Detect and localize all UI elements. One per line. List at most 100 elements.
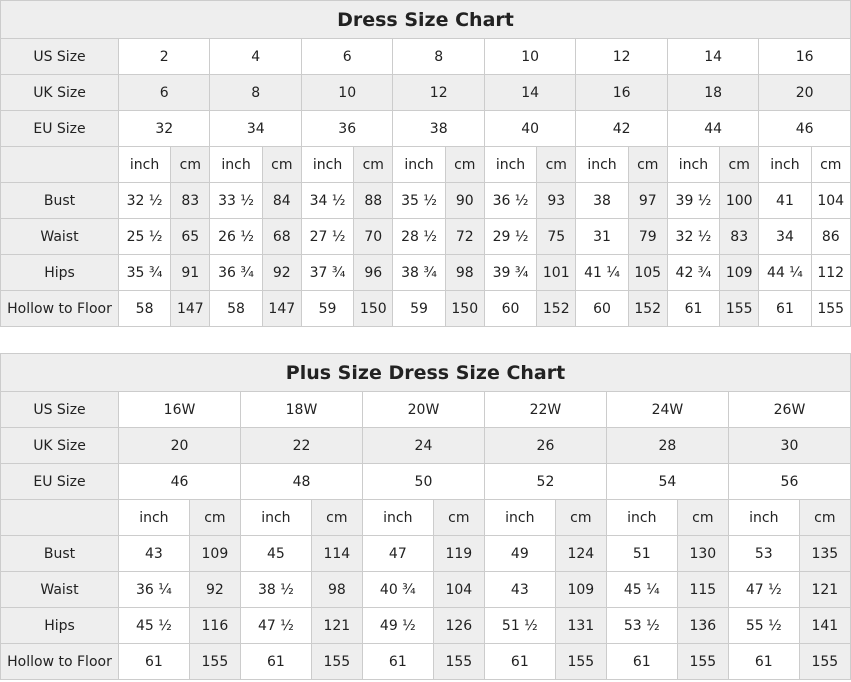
cm-value: 72 xyxy=(444,218,485,255)
inch-value: 38 ¾ xyxy=(392,254,446,291)
us-size-cell: 16W xyxy=(118,391,241,428)
uk-size-cell: 6 xyxy=(117,74,211,111)
cm-value: 121 xyxy=(310,607,363,644)
unit-cm: cm xyxy=(536,146,577,183)
eu-size-cell: 52 xyxy=(483,463,607,500)
eu-size-cell: 36 xyxy=(300,110,394,147)
inch-value: 35 ½ xyxy=(392,182,446,219)
unit-cm: cm xyxy=(188,499,241,536)
eu-size-cell: 42 xyxy=(575,110,668,147)
inch-value: 58 xyxy=(117,290,172,327)
unit-inch: inch xyxy=(727,499,800,536)
inch-value: 34 ½ xyxy=(300,182,355,219)
inch-value: 61 xyxy=(758,290,812,327)
inch-value: 43 xyxy=(483,571,556,608)
cm-value: 98 xyxy=(444,254,485,291)
inch-value: 40 ¾ xyxy=(361,571,434,608)
inch-value: 51 xyxy=(605,535,678,572)
cm-value: 109 xyxy=(188,535,241,572)
inch-value: 61 xyxy=(118,643,190,680)
uk-size-cell: 26 xyxy=(483,427,607,464)
cm-value: 150 xyxy=(444,290,485,327)
inch-value: 60 xyxy=(483,290,538,327)
cm-value: 90 xyxy=(444,182,485,219)
cm-value: 124 xyxy=(554,535,607,572)
uk-size-cell: 18 xyxy=(666,74,760,111)
unit-row: inch cm inch cm inch cm inch cm inch cm inch cm inch… xyxy=(0,146,851,183)
unit-inch: inch xyxy=(361,499,434,536)
unit-inch: inch xyxy=(483,499,556,536)
cm-value: 130 xyxy=(676,535,729,572)
inch-value: 47 xyxy=(361,535,434,572)
unit-inch: inch xyxy=(209,146,263,183)
cm-value: 155 xyxy=(310,643,363,680)
cm-value: 147 xyxy=(170,290,211,327)
chart-title: Plus Size Dress Size Chart xyxy=(0,353,851,392)
eu-size-cell: 46 xyxy=(758,110,851,147)
unit-inch: inch xyxy=(117,146,172,183)
uk-size-label: UK Size xyxy=(0,427,119,464)
cm-value: 114 xyxy=(310,535,363,572)
inch-value: 49 ½ xyxy=(361,607,434,644)
unit-cm: cm xyxy=(810,146,851,183)
uk-size-cell: 28 xyxy=(605,427,729,464)
title-row: Dress Size Chart xyxy=(0,0,851,39)
cm-value: 115 xyxy=(676,571,729,608)
measurement-label: Waist xyxy=(0,571,119,608)
inch-value: 58 xyxy=(209,290,263,327)
cm-value: 65 xyxy=(170,218,211,255)
inch-value: 34 xyxy=(758,218,812,255)
cm-value: 141 xyxy=(798,607,851,644)
cm-value: 104 xyxy=(810,182,851,219)
cm-value: 109 xyxy=(719,254,760,291)
plus-size-dress-size-chart-table: Plus Size Dress Size Chart US Size 16W 18W 2… xyxy=(0,353,851,680)
cm-value: 155 xyxy=(554,643,607,680)
inch-value: 32 ½ xyxy=(666,218,721,255)
unit-inch: inch xyxy=(666,146,721,183)
inch-value: 31 xyxy=(575,218,629,255)
us-size-cell: 12 xyxy=(575,38,668,75)
cm-value: 105 xyxy=(627,254,668,291)
inch-value: 28 ½ xyxy=(392,218,446,255)
inch-value: 61 xyxy=(239,643,312,680)
chart-title: Dress Size Chart xyxy=(0,0,851,39)
uk-size-cell: 14 xyxy=(483,74,577,111)
cm-value: 131 xyxy=(554,607,607,644)
cm-value: 155 xyxy=(676,643,729,680)
cm-value: 155 xyxy=(432,643,485,680)
cm-value: 155 xyxy=(188,643,241,680)
inch-value: 39 ¾ xyxy=(483,254,538,291)
inch-value: 61 xyxy=(727,643,800,680)
unit-cm: cm xyxy=(170,146,211,183)
cm-value: 155 xyxy=(810,290,851,327)
inch-value: 43 xyxy=(118,535,190,572)
row-label-blank xyxy=(0,146,119,183)
row-label-blank xyxy=(0,499,119,536)
cm-value: 155 xyxy=(719,290,760,327)
unit-inch: inch xyxy=(300,146,355,183)
inch-value: 61 xyxy=(483,643,556,680)
eu-size-label: EU Size xyxy=(0,110,119,147)
uk-size-cell: 16 xyxy=(575,74,668,111)
inch-value: 45 xyxy=(239,535,312,572)
us-size-label: US Size xyxy=(0,391,119,428)
unit-inch: inch xyxy=(483,146,538,183)
cm-value: 136 xyxy=(676,607,729,644)
inch-value: 41 xyxy=(758,182,812,219)
uk-size-cell: 8 xyxy=(209,74,302,111)
measurement-row: Hollow to Floor 61 155 61 155 61 155 61 155 61 155… xyxy=(0,643,851,680)
inch-value: 38 ½ xyxy=(239,571,312,608)
inch-value: 61 xyxy=(605,643,678,680)
cm-value: 88 xyxy=(353,182,394,219)
eu-size-cell: 54 xyxy=(605,463,729,500)
cm-value: 119 xyxy=(432,535,485,572)
cm-value: 79 xyxy=(627,218,668,255)
title-row: Plus Size Dress Size Chart xyxy=(0,353,851,392)
us-size-cell: 26W xyxy=(727,391,851,428)
unit-cm: cm xyxy=(676,499,729,536)
inch-value: 38 xyxy=(575,182,629,219)
cm-value: 91 xyxy=(170,254,211,291)
inch-value: 39 ½ xyxy=(666,182,721,219)
eu-size-label: EU Size xyxy=(0,463,119,500)
